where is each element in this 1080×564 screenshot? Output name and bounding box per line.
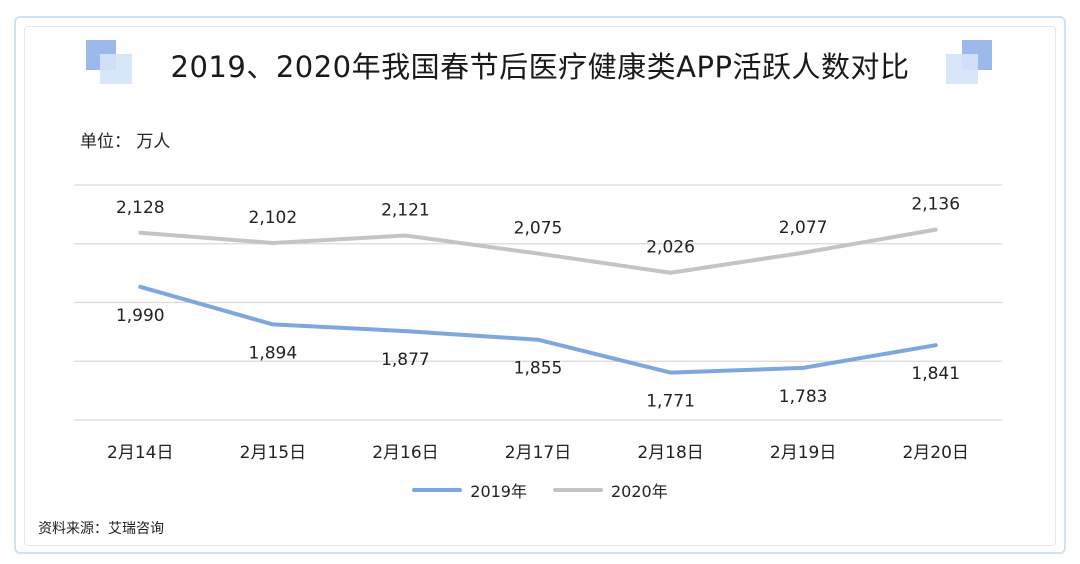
legend-item-2020: 2020年 [553, 478, 668, 502]
series-line-2020年 [138, 227, 938, 275]
legend-swatch-2020 [553, 488, 603, 492]
legend-label-2019: 2019年 [470, 482, 527, 501]
x-tick-label: 2月17日 [505, 443, 571, 463]
legend-swatch-2019 [412, 488, 463, 492]
data-label: 2,077 [779, 218, 828, 238]
x-tick-label: 2月20日 [902, 443, 968, 463]
legend: 2019年 2020年 [0, 478, 1080, 502]
x-tick-label: 2月18日 [637, 443, 703, 463]
series-line-2019年 [138, 284, 938, 375]
legend-label-2020: 2020年 [611, 482, 668, 501]
data-label: 2,026 [646, 238, 695, 258]
outer-frame [14, 16, 1066, 554]
data-label: 2,102 [249, 208, 298, 228]
unit-label: 单位： 万人 [80, 132, 171, 152]
data-label: 1,855 [514, 359, 563, 379]
data-label: 2,121 [381, 201, 430, 221]
x-tick-label: 2月15日 [240, 443, 306, 463]
data-label: 1,783 [779, 387, 828, 407]
data-label: 1,877 [381, 350, 430, 370]
data-label: 1,894 [249, 343, 298, 363]
data-label: 1,841 [911, 364, 960, 384]
x-tick-label: 2月19日 [770, 443, 836, 463]
data-label: 2,075 [514, 219, 563, 239]
chart-title: 2019、2020年我国春节后医疗健康类APP活跃人数对比 [170, 50, 910, 84]
data-label: 1,990 [116, 306, 165, 326]
data-label: 2,128 [116, 198, 165, 218]
x-tick-label: 2月16日 [372, 443, 438, 463]
data-label: 1,771 [646, 392, 695, 412]
data-label: 2,136 [911, 195, 960, 215]
x-tick-label: 2月14日 [107, 443, 173, 463]
inner-frame [24, 26, 1056, 546]
legend-item-2019: 2019年 [412, 478, 527, 502]
source-note: 资料来源：艾瑞咨询 [38, 521, 164, 537]
